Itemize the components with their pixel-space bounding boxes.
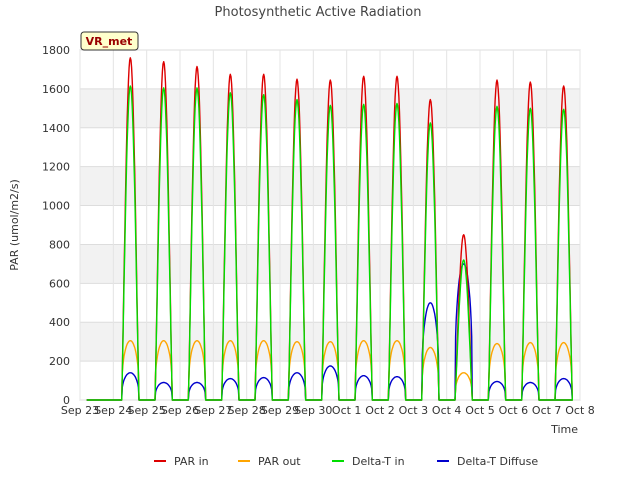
y-tick-label: 400 bbox=[49, 316, 70, 329]
legend-label: Delta-T Diffuse bbox=[457, 455, 538, 468]
x-tick-label: Sep 26 bbox=[161, 404, 199, 417]
x-tick-label: Oct 4 bbox=[432, 404, 462, 417]
legend-label: PAR in bbox=[174, 455, 209, 468]
x-tick-label: Oct 3 bbox=[399, 404, 429, 417]
legend: PAR in PAR out Delta-T in Delta-T Diffuse bbox=[154, 455, 538, 468]
x-tick-label: Sep 23 bbox=[61, 404, 99, 417]
y-tick-label: 600 bbox=[49, 277, 70, 290]
x-tick-label: Sep 29 bbox=[261, 404, 299, 417]
y-axis-label: PAR (umol/m2/s) bbox=[8, 179, 21, 271]
series-line-delta-t-in bbox=[86, 85, 573, 401]
chart-title: Photosynthetic Active Radiation bbox=[215, 5, 422, 20]
grid-band bbox=[80, 166, 580, 206]
station-badge: VR_met bbox=[80, 31, 139, 51]
y-tick-label: 1600 bbox=[42, 83, 70, 96]
x-tick-label: Sep 25 bbox=[128, 404, 166, 417]
legend-label: Delta-T in bbox=[352, 455, 405, 468]
x-tick-label: Oct 2 bbox=[365, 404, 395, 417]
series-layer bbox=[86, 57, 573, 401]
x-tick-label: Sep 28 bbox=[228, 404, 266, 417]
x-tick-label: Oct 8 bbox=[565, 404, 595, 417]
x-tick-label: Oct 7 bbox=[532, 404, 562, 417]
x-tick-label: Sep 24 bbox=[94, 404, 132, 417]
x-tick-label: Oct 6 bbox=[499, 404, 529, 417]
y-tick-label: 0 bbox=[63, 394, 70, 407]
y-tick-label: 200 bbox=[49, 355, 70, 368]
station-badge-label: VR_met bbox=[86, 35, 133, 48]
y-axis: 0 200 400 600 800 1000 1200 1400 1600 1800 bbox=[42, 44, 70, 407]
x-tick-label: Oct 5 bbox=[465, 404, 495, 417]
legend-label: PAR out bbox=[258, 455, 301, 468]
x-tick-label: Oct 1 bbox=[332, 404, 362, 417]
grid-band bbox=[80, 244, 580, 284]
x-tick-label: Sep 27 bbox=[194, 404, 232, 417]
y-tick-label: 1000 bbox=[42, 200, 70, 213]
y-tick-label: 1800 bbox=[42, 44, 70, 57]
y-tick-label: 1200 bbox=[42, 161, 70, 174]
x-tick-label: Sep 30 bbox=[294, 404, 332, 417]
y-tick-label: 1400 bbox=[42, 122, 70, 135]
station-badge-box bbox=[80, 31, 139, 51]
y-tick-label: 800 bbox=[49, 238, 70, 251]
x-axis-label: Time bbox=[550, 423, 578, 436]
